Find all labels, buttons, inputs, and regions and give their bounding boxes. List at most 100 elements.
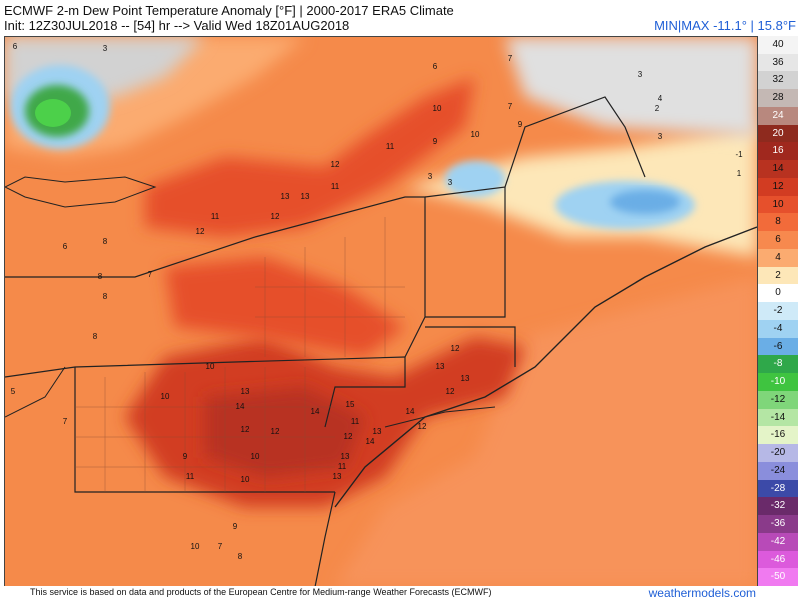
colorbar-level: 20	[758, 124, 798, 143]
brand-link[interactable]: weathermodels.com	[648, 586, 756, 600]
map-value-label: 4	[657, 94, 663, 103]
central-hot-core	[205, 387, 365, 477]
colorbar-level: -2	[758, 302, 798, 320]
map-value-label: 1	[736, 169, 742, 178]
map-value-label: 10	[432, 104, 442, 113]
map-value-label: 8	[237, 552, 243, 561]
map-value-label: 8	[102, 237, 108, 246]
map-title: ECMWF 2-m Dew Point Temperature Anomaly …	[4, 3, 454, 18]
colorbar-level: -28	[758, 479, 798, 498]
color-scale: 40 36 32 28 24 20 16 14 12 10 8 6 4 2 0 -2 -4 -6 -8 -10 -12-…	[758, 36, 798, 586]
map-value-label: 3	[657, 132, 663, 141]
map-value-label: 10	[160, 392, 170, 401]
ocean-anomaly-area	[335, 277, 757, 587]
data-notice: This service is based on data and produc…	[30, 587, 492, 597]
northeast-gray-area	[505, 37, 757, 137]
map-value-label: 13	[460, 374, 470, 383]
map-value-label: 15	[345, 400, 355, 409]
map-value-label: 8	[97, 272, 103, 281]
colorbar-level: 12	[758, 177, 798, 196]
colorbar-level: -50	[758, 568, 798, 586]
colorbar-level: 24	[758, 106, 798, 125]
state-borders	[5, 96, 646, 587]
init-valid-line: Init: 12Z30JUL2018 -- [54] hr --> Valid …	[4, 18, 350, 33]
map-value-label: 3	[102, 44, 108, 53]
county-lines	[75, 217, 405, 492]
colorbar-level: -8	[758, 355, 798, 374]
map-value-label: 14	[365, 437, 375, 446]
colorbar-level: -24	[758, 461, 798, 480]
coastline	[334, 226, 757, 508]
colorbar-level: -10	[758, 373, 798, 391]
colorbar-level: -36	[758, 515, 798, 533]
colorbar-level: 40	[758, 36, 798, 54]
map-value-label: 12	[195, 227, 205, 236]
map-canvas	[5, 37, 757, 587]
map-value-label: 11	[210, 212, 220, 221]
colorbar-level: -12	[758, 390, 798, 409]
colorbar-level: 4	[758, 248, 798, 267]
colorbar-level: 0	[758, 284, 798, 303]
colorbar-level: 2	[758, 266, 798, 285]
map-value-label: 11	[385, 142, 395, 151]
map-value-label: 13	[340, 452, 350, 461]
map-value-label: 9	[517, 120, 523, 129]
colorbar-level: -6	[758, 337, 798, 356]
map-value-label: 8	[92, 332, 98, 341]
map-value-label: 13	[372, 427, 382, 436]
map-value-label: 12	[270, 427, 280, 436]
map-value-label: 10	[205, 362, 215, 371]
map-value-label: -1	[735, 150, 743, 159]
map-value-label: 7	[507, 54, 513, 63]
map-value-label: 6	[12, 42, 18, 51]
footer: This service is based on data and produc…	[0, 586, 800, 600]
map-value-label: 5	[10, 387, 16, 396]
map-value-label: 11	[350, 417, 360, 426]
map-value-label: 13	[240, 387, 250, 396]
colorbar-level: -14	[758, 408, 798, 427]
map-value-label: 7	[217, 542, 223, 551]
map-value-label: 8	[102, 292, 108, 301]
map-value-label: 10	[250, 452, 260, 461]
map-value-label: 3	[427, 172, 433, 181]
colorbar-level: -4	[758, 319, 798, 338]
map-value-label: 9	[432, 137, 438, 146]
map-value-label: 10	[470, 130, 480, 139]
colorbar-level: -20	[758, 444, 798, 462]
map-value-label: 12	[450, 344, 460, 353]
north-warm-ridge	[145, 77, 475, 237]
map-value-label: 11	[337, 462, 347, 471]
map-value-label: 7	[147, 270, 153, 279]
map-value-label: 12	[330, 160, 340, 169]
map-value-label: 3	[637, 70, 643, 79]
colorbar-level: 16	[758, 142, 798, 161]
colorbar-level: -16	[758, 426, 798, 445]
map-value-label: 6	[432, 62, 438, 71]
map-value-label: 6	[62, 242, 68, 251]
map-value-label: 13	[300, 192, 310, 201]
lake-outline	[5, 176, 157, 208]
colorbar-level: -32	[758, 497, 798, 516]
colorbar-level: -46	[758, 550, 798, 569]
map-value-label: 9	[232, 522, 238, 531]
map-value-label: 12	[445, 387, 455, 396]
map-value-label: 14	[310, 407, 320, 416]
map-value-label: 14	[235, 402, 245, 411]
maine-cool-core	[610, 190, 680, 214]
colorbar-level: 6	[758, 231, 798, 249]
colorbar-level: 10	[758, 195, 798, 214]
colorbar-level: 32	[758, 71, 798, 90]
anomaly-map: 3 7 6 10 7 9 10 9 11 12 13 12 11 13 14 13 12 14 15 12 13 11 13…	[4, 36, 758, 588]
map-value-label: 7	[62, 417, 68, 426]
map-value-label: 3	[447, 178, 453, 187]
map-value-label: 11	[185, 472, 195, 481]
lake-erie-shore	[5, 366, 66, 418]
colorbar-level: 28	[758, 89, 798, 107]
map-value-label: 13	[332, 472, 342, 481]
min-max-readout: MIN|MAX -11.1° | 15.8°F	[654, 18, 796, 33]
map-value-label: 13	[280, 192, 290, 201]
cold-anomaly-center	[35, 99, 71, 127]
map-value-label: 9	[182, 452, 188, 461]
small-cool-pocket	[445, 161, 505, 197]
map-value-label: 7	[507, 102, 513, 111]
